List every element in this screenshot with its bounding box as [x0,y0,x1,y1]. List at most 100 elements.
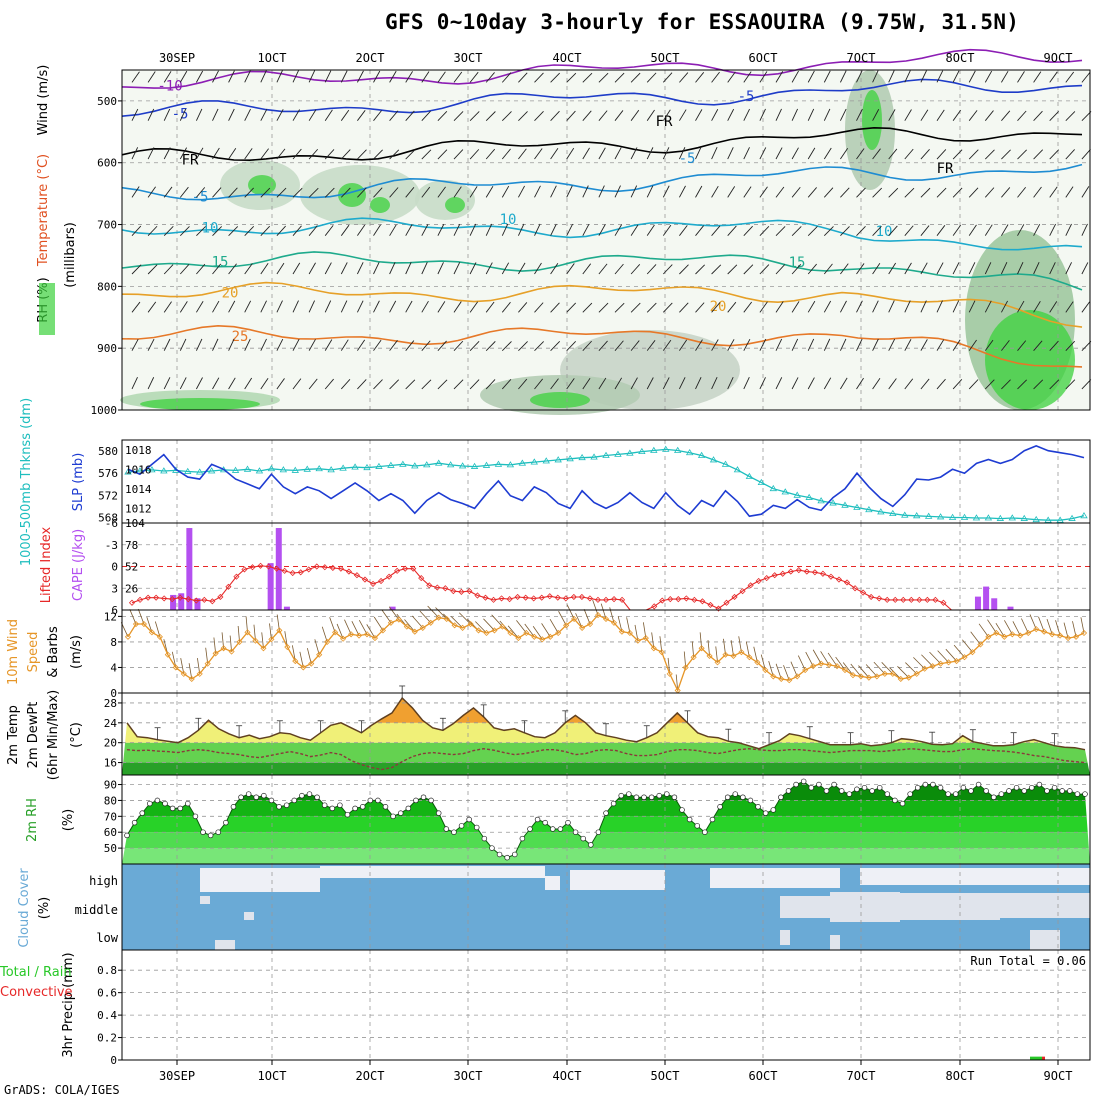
cloud-low-gap-2 [830,935,840,950]
isotherm-label-2: FR [182,153,199,169]
rh-point-65 [618,792,624,799]
upper-barb [228,70,235,83]
wind-point-47 [499,623,506,630]
upper-barb [711,147,718,160]
upper-barb [1001,224,1009,236]
rh-point-61 [588,842,594,848]
wind-point-116 [1049,631,1056,638]
upper-barb [566,147,575,160]
wind-barb-110 [995,622,1005,638]
wind-point-79 [754,659,761,666]
upper-barb [904,109,912,121]
upper-air-panel: 500 600 700 800 900 1000 -10 -5 FR -5 10 15 20 25 -5 10… [36,48,1092,417]
li-point-0 [128,599,136,606]
upper-barb [324,149,335,160]
thickness-point-47 [685,448,694,456]
thickness-point-77 [1044,516,1052,523]
upper-barb [984,187,995,198]
wind-barb-28 [344,619,352,635]
cloud-mid-gap-5 [200,896,210,904]
upper-barb [1033,149,1044,160]
rh-shade-2 [415,180,475,220]
upper-barb [292,109,300,121]
upper-barb [646,264,657,275]
upper-barb [276,262,285,275]
wind-point-20 [284,643,291,651]
thickness-point-29 [470,462,479,469]
wind-barb-51 [524,623,535,638]
upper-barb [598,72,609,83]
rh-point-67 [633,794,640,800]
rh-point-76 [702,829,708,835]
upper-barb [534,148,543,160]
li-point-32 [386,573,393,580]
isotherm-label-5: 15 [212,255,229,271]
li-point-88 [835,576,843,583]
wind-point-26 [332,629,339,636]
upper-barb [679,109,687,121]
rh-point-115 [998,791,1005,797]
upper-barb [469,71,479,83]
li-point-89 [843,579,851,586]
li-point-10 [209,598,216,605]
isotherm-label-0: -10 [157,78,182,94]
upper-barb [453,301,462,313]
wind-point-36 [411,628,418,635]
upper-barb [534,111,544,122]
upper-barb [936,109,945,121]
cloud-mid-gap-1 [830,892,900,922]
li-point-95 [892,596,899,603]
upper-barb [872,109,880,121]
bottom-xtick-9: 9OCT [1044,1069,1073,1083]
thickness-point-21 [375,462,383,469]
wind-barb-62 [617,616,623,632]
upper-barb [856,263,865,275]
wind-barb-59 [592,599,599,616]
upper-barb [421,262,428,275]
upper-barb [518,378,528,390]
upper-barb [904,187,915,198]
rh-point-45 [466,816,472,823]
upper-barb [807,377,815,390]
upper-barb [131,108,139,121]
wind-point-72 [698,645,705,652]
thickness-point-64 [889,509,897,516]
upper-barb [1049,110,1060,122]
upper-barb [759,338,767,351]
upper-barb [163,338,171,351]
rh-point-86 [778,794,784,800]
upper-barb [389,110,399,121]
upper-barb [469,262,477,275]
upper-barb [775,226,786,236]
wind-barb-90 [835,656,846,671]
rh-point-123 [1059,788,1065,794]
upper-barb [163,264,174,275]
li-point-66 [659,597,666,604]
upper-barb [437,223,445,236]
upper-barb [630,147,638,160]
rh-high-4 [862,90,882,150]
wind-barb-60 [600,603,607,620]
upper-barb [179,147,187,160]
li-point-9 [201,596,208,603]
rh-point-14 [230,804,237,810]
upper-barb [260,108,268,121]
wind-barb-56 [566,604,575,620]
upper-barb [1081,223,1088,236]
rh-point-105 [922,781,929,788]
upper-barb [131,186,140,198]
upper-barb [324,187,335,198]
temp-ylabel-1: 2m Temp [6,705,21,765]
wind-barb-24 [314,639,320,655]
upper-barb [212,147,220,160]
thickness-point-74 [1008,514,1017,521]
upper-barb [373,300,380,313]
upper-barb [646,302,657,313]
rh-band-0 [122,848,1090,864]
upper-barb [485,148,496,160]
rh-point-108 [945,791,951,797]
isotherm-label-4: 10 [202,221,219,237]
thickness-point-26 [434,459,443,466]
thickness-point-2 [148,466,156,473]
upper-barb [453,111,464,122]
